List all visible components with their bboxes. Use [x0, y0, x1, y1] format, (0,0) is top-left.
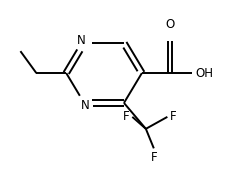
Text: O: O [164, 18, 174, 31]
Text: F: F [169, 110, 176, 123]
Text: N: N [80, 100, 89, 112]
Text: OH: OH [195, 67, 213, 80]
Text: F: F [123, 110, 129, 123]
Text: F: F [150, 151, 156, 164]
Text: N: N [76, 34, 85, 47]
